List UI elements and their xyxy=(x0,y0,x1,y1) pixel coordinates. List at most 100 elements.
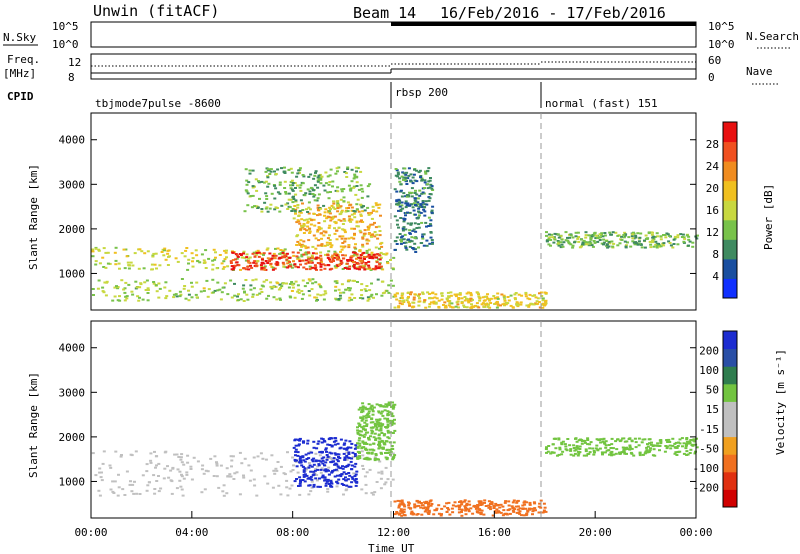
data-cell xyxy=(556,454,559,457)
data-cell xyxy=(515,301,519,304)
data-cell xyxy=(319,268,323,271)
data-cell xyxy=(308,484,312,487)
data-cell xyxy=(328,451,332,454)
data-cell xyxy=(323,267,327,270)
data-cell xyxy=(574,231,578,234)
data-cell xyxy=(405,248,409,251)
data-cell xyxy=(601,451,604,454)
data-cell xyxy=(283,253,287,256)
data-cell xyxy=(164,258,168,261)
data-cell xyxy=(414,200,418,203)
data-cell xyxy=(632,231,635,234)
data-cell xyxy=(336,465,340,468)
data-cell xyxy=(204,267,208,269)
data-cell xyxy=(529,302,533,305)
data-cell xyxy=(362,425,366,428)
data-cell xyxy=(324,461,328,464)
data-cell xyxy=(322,293,326,296)
data-cell xyxy=(268,173,272,175)
data-cell xyxy=(249,284,253,287)
data-cell xyxy=(299,455,303,458)
data-cell xyxy=(342,452,346,455)
data-cell xyxy=(281,255,285,258)
data-cell xyxy=(511,509,515,512)
data-cell xyxy=(384,466,388,469)
data-cell xyxy=(599,441,603,444)
data-cell xyxy=(365,249,369,252)
data-cell xyxy=(427,503,430,506)
data-cell xyxy=(296,184,299,187)
data-cell xyxy=(305,208,308,211)
data-cell xyxy=(292,217,296,220)
colorbar-swatch xyxy=(723,141,737,162)
data-cell xyxy=(266,175,270,178)
data-cell xyxy=(286,451,289,454)
data-cell xyxy=(334,266,338,269)
data-cell xyxy=(400,503,404,506)
data-cell xyxy=(298,461,302,464)
data-cell xyxy=(345,266,349,269)
data-cell xyxy=(294,193,298,196)
data-cell xyxy=(217,486,221,489)
nsky-tick-top: 10^5 xyxy=(52,20,79,33)
data-cell xyxy=(428,292,431,295)
data-cell xyxy=(352,212,356,215)
data-cell xyxy=(182,477,186,480)
data-cell xyxy=(408,304,412,307)
data-cell xyxy=(673,452,677,455)
data-cell xyxy=(348,457,352,460)
data-cell xyxy=(479,504,483,506)
data-cell xyxy=(502,295,506,298)
data-cell xyxy=(643,452,647,455)
data-cell xyxy=(294,448,298,451)
data-cell xyxy=(160,251,164,253)
data-cell xyxy=(340,237,344,240)
data-cell xyxy=(374,202,378,205)
data-cell xyxy=(681,233,685,236)
data-cell xyxy=(300,290,304,293)
data-cell xyxy=(316,465,320,468)
data-cell xyxy=(371,267,375,270)
data-cell xyxy=(310,465,314,468)
data-cell xyxy=(573,241,576,244)
data-cell xyxy=(495,306,499,309)
data-cell xyxy=(504,301,508,304)
data-cell xyxy=(420,206,424,208)
data-cell xyxy=(376,278,380,281)
data-cell xyxy=(359,213,363,216)
data-cell xyxy=(335,280,339,283)
data-cell xyxy=(301,293,305,296)
data-cell xyxy=(615,448,619,451)
data-cell xyxy=(336,204,340,207)
data-cell xyxy=(220,291,224,294)
data-cell xyxy=(262,266,266,269)
freq-unit: [MHz] xyxy=(3,67,36,80)
data-cell xyxy=(316,468,320,471)
data-cell xyxy=(370,491,374,494)
data-cell xyxy=(316,206,320,209)
data-cell xyxy=(374,246,378,249)
data-cell xyxy=(399,210,403,212)
data-cell xyxy=(669,447,673,450)
data-cell xyxy=(399,236,403,239)
colorbar-tick-label: 200 xyxy=(699,345,719,358)
data-cell xyxy=(270,287,274,290)
data-cell xyxy=(102,450,106,453)
data-cell xyxy=(420,221,424,224)
data-cell xyxy=(423,214,427,217)
data-cell xyxy=(561,450,565,453)
data-cell xyxy=(666,441,670,443)
data-cell xyxy=(671,444,675,447)
data-cell xyxy=(375,418,379,421)
data-cell xyxy=(359,184,363,187)
data-cell xyxy=(394,295,398,298)
data-cell xyxy=(367,438,371,441)
data-cell xyxy=(293,296,297,299)
data-cell xyxy=(358,455,362,458)
data-cell xyxy=(608,242,612,245)
data-cell xyxy=(353,234,356,237)
data-cell xyxy=(391,421,395,424)
data-cell xyxy=(365,431,368,434)
data-cell xyxy=(374,439,378,441)
data-cell xyxy=(355,203,359,206)
